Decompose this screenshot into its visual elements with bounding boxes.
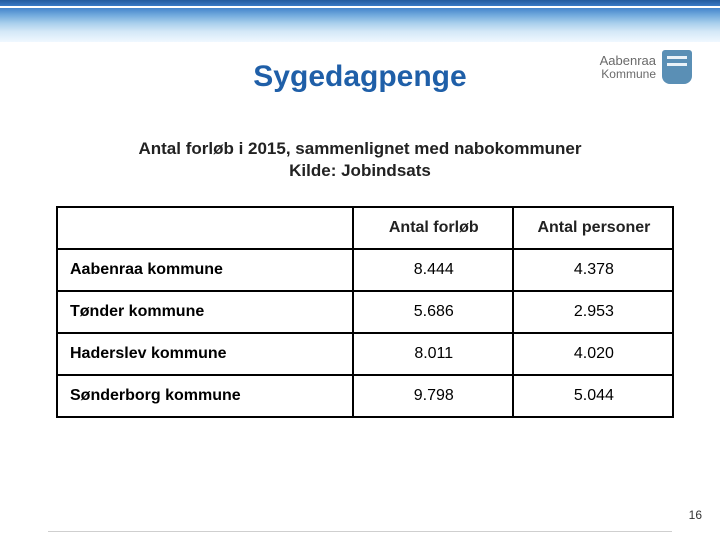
table-row: Tønder kommune 5.686 2.953 <box>57 291 673 333</box>
table-row: Haderslev kommune 8.011 4.020 <box>57 333 673 375</box>
cell-personer: 4.020 <box>513 333 673 375</box>
table-row: Sønderborg kommune 9.798 5.044 <box>57 375 673 417</box>
cell-forlob: 8.011 <box>353 333 513 375</box>
subtitle: Antal forløb i 2015, sammenlignet med na… <box>0 138 720 182</box>
subtitle-line2: Kilde: Jobindsats <box>0 160 720 182</box>
cell-kommune: Sønderborg kommune <box>57 375 353 417</box>
logo-text: Aabenraa Kommune <box>600 54 656 80</box>
cell-forlob: 5.686 <box>353 291 513 333</box>
table-header-row: Antal forløb Antal personer <box>57 207 673 249</box>
data-table: Antal forløb Antal personer Aabenraa kom… <box>56 206 674 418</box>
subtitle-line1: Antal forløb i 2015, sammenlignet med na… <box>0 138 720 160</box>
header-band <box>0 0 720 42</box>
col-header <box>57 207 353 249</box>
page-number: 16 <box>689 508 702 522</box>
logo-line1: Aabenraa <box>600 54 656 68</box>
col-header: Antal forløb <box>353 207 513 249</box>
cell-kommune: Aabenraa kommune <box>57 249 353 291</box>
table-row: Aabenraa kommune 8.444 4.378 <box>57 249 673 291</box>
cell-personer: 5.044 <box>513 375 673 417</box>
logo-line2: Kommune <box>600 68 656 81</box>
cell-kommune: Haderslev kommune <box>57 333 353 375</box>
col-header: Antal personer <box>513 207 673 249</box>
logo: Aabenraa Kommune <box>600 50 692 84</box>
footer-divider <box>48 531 672 532</box>
cell-personer: 2.953 <box>513 291 673 333</box>
cell-forlob: 9.798 <box>353 375 513 417</box>
cell-kommune: Tønder kommune <box>57 291 353 333</box>
cell-personer: 4.378 <box>513 249 673 291</box>
cell-forlob: 8.444 <box>353 249 513 291</box>
shield-icon <box>662 50 692 84</box>
